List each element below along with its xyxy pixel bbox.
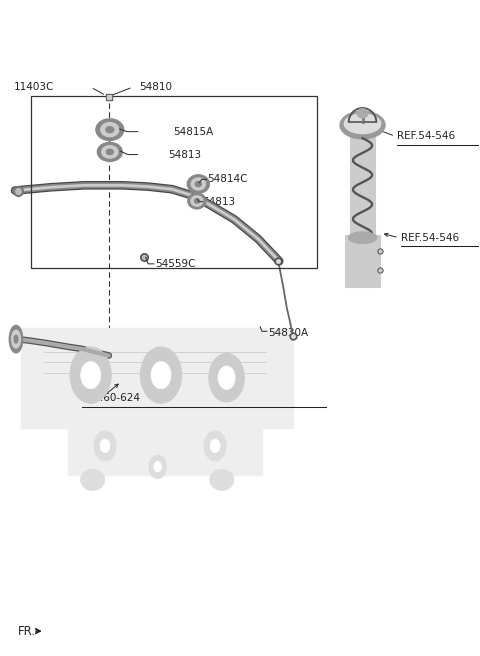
Circle shape: [70, 347, 111, 403]
Circle shape: [209, 354, 244, 402]
Ellipse shape: [340, 112, 385, 139]
Ellipse shape: [348, 232, 377, 243]
Ellipse shape: [81, 470, 105, 490]
Bar: [21, 328, 293, 428]
Ellipse shape: [102, 146, 118, 158]
Text: REF.54-546: REF.54-546: [397, 131, 455, 141]
Ellipse shape: [187, 174, 209, 193]
Text: 54830A: 54830A: [268, 328, 308, 338]
Text: FR.: FR.: [17, 625, 36, 638]
Ellipse shape: [188, 193, 206, 209]
Text: 54813: 54813: [168, 150, 201, 159]
Text: 54559C: 54559C: [155, 259, 195, 269]
Text: 11403C: 11403C: [14, 82, 54, 92]
Text: 54815A: 54815A: [173, 127, 213, 136]
Ellipse shape: [9, 325, 23, 353]
Circle shape: [151, 361, 171, 388]
Bar: [350, 129, 375, 237]
Circle shape: [141, 347, 181, 403]
Ellipse shape: [101, 123, 119, 136]
Ellipse shape: [191, 178, 205, 190]
Ellipse shape: [344, 114, 381, 134]
Ellipse shape: [97, 142, 122, 161]
Text: REF.60-624: REF.60-624: [82, 393, 140, 403]
Circle shape: [81, 361, 100, 388]
Ellipse shape: [14, 335, 18, 343]
Circle shape: [210, 439, 220, 453]
Circle shape: [154, 461, 162, 472]
Ellipse shape: [210, 470, 234, 490]
Circle shape: [149, 455, 166, 479]
Ellipse shape: [357, 109, 368, 118]
Circle shape: [204, 431, 226, 461]
Text: 54814C: 54814C: [207, 174, 248, 184]
Text: 54813: 54813: [203, 197, 236, 207]
Ellipse shape: [194, 199, 200, 203]
Ellipse shape: [106, 127, 114, 133]
Circle shape: [218, 366, 235, 390]
Circle shape: [94, 431, 116, 461]
Ellipse shape: [191, 196, 203, 206]
Text: 54810: 54810: [140, 82, 172, 92]
Ellipse shape: [195, 182, 202, 186]
Ellipse shape: [96, 119, 124, 140]
Text: REF.54-546: REF.54-546: [401, 233, 459, 243]
Circle shape: [100, 439, 110, 453]
Bar: [345, 235, 380, 287]
Ellipse shape: [12, 330, 20, 348]
Bar: [68, 411, 262, 476]
Bar: [31, 96, 317, 268]
Ellipse shape: [107, 150, 113, 155]
